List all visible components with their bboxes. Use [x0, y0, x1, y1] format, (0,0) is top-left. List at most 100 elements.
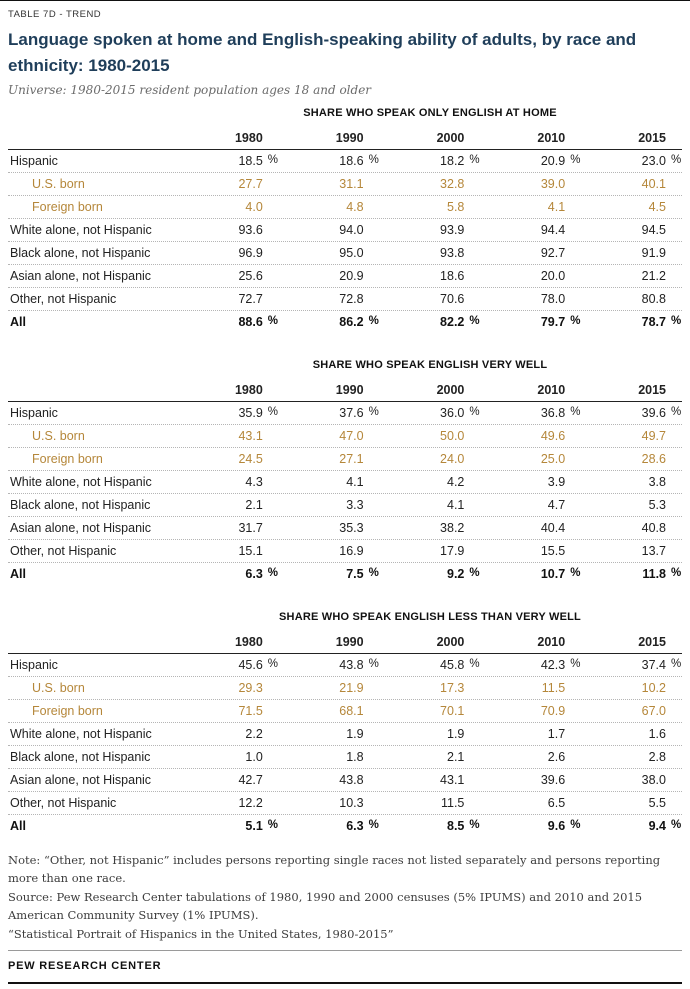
cell-number: 94.4 [540, 223, 566, 237]
value-cell: 4.3 [178, 475, 279, 489]
cell-number: 49.7 [641, 429, 666, 443]
value-cell: 93.8 [380, 246, 481, 260]
percent-sign [666, 177, 682, 191]
value-cell: 2.6 [480, 750, 581, 764]
value-cell: 4.1 [279, 475, 380, 489]
value-cell: 10.7% [480, 567, 581, 581]
cell-number: 39.6 [641, 406, 666, 420]
row-label: Foreign born [32, 704, 103, 718]
percent-sign: % [570, 154, 581, 166]
cell-number: 10.2 [641, 681, 666, 695]
value-cell: 5.5 [581, 796, 682, 810]
cell-number: 3.8 [648, 475, 666, 489]
pew-research-center-label: PEW RESEARCH CENTER [8, 960, 162, 972]
cell-number: 37.4 [641, 658, 666, 672]
value-cell: 45.6% [178, 658, 279, 672]
value-cell: 8.5% [380, 819, 481, 833]
cell-number: 8.5 [447, 819, 465, 833]
notes-block: Note: “Other, not Hispanic” includes per… [8, 851, 682, 943]
value-cell: 15.5 [480, 544, 581, 558]
percent-sign [464, 131, 480, 145]
table-row: Black alone, not Hispanic 2.1 3.3 4.1 4.7 5.3 [8, 494, 682, 517]
value-cell: 94.5 [581, 223, 682, 237]
cell-number: 11.5 [541, 681, 566, 695]
value-cell: 9.6% [480, 819, 581, 833]
percent-sign: % [368, 315, 379, 327]
cell-number: 93.6 [238, 223, 263, 237]
percent-sign [565, 292, 581, 306]
cell-number: 1.9 [346, 727, 364, 741]
value-cell: 21.9 [279, 681, 380, 695]
percent-sign [565, 498, 581, 512]
cell-number: 13.7 [641, 544, 666, 558]
cell-number: 70.6 [440, 292, 465, 306]
cell-number: 88.6 [238, 315, 263, 329]
percent-sign [565, 200, 581, 214]
cell-number: 82.2 [440, 315, 465, 329]
year-column-header: 1990 [279, 635, 380, 649]
value-cell: 31.1 [279, 177, 380, 191]
cell-number: 2.6 [547, 750, 566, 764]
cell-number: 35.9 [238, 406, 263, 420]
percent-sign: % [671, 406, 682, 418]
cell-number: 1.6 [648, 727, 666, 741]
cell-number: 5.8 [447, 200, 465, 214]
row-label: Black alone, not Hispanic [10, 750, 151, 764]
percent-sign [666, 383, 682, 397]
cell-number: 72.7 [238, 292, 263, 306]
value-cell: 43.8% [279, 658, 380, 672]
value-cell: 2.2 [178, 727, 279, 741]
cell-number: 2015 [638, 383, 666, 397]
value-cell: 4.7 [480, 498, 581, 512]
percent-sign [464, 452, 480, 466]
percent-sign: % [671, 819, 682, 831]
percent-sign [364, 177, 380, 191]
footer-divider [8, 950, 682, 951]
cell-number: 5.3 [648, 498, 666, 512]
cell-number: 35.3 [339, 521, 364, 535]
cell-number: 2.8 [648, 750, 666, 764]
percent-sign [464, 635, 480, 649]
percent-sign [364, 727, 380, 741]
cell-number: 3.3 [346, 498, 364, 512]
value-cell: 36.8% [480, 406, 581, 420]
percent-sign [464, 796, 480, 810]
table-row: U.S. born 43.1 47.0 50.0 49.6 49.7 [8, 425, 682, 448]
percent-sign: % [368, 154, 379, 166]
cell-number: 1.8 [346, 750, 364, 764]
cell-number: 79.7 [540, 315, 566, 329]
bottom-border [8, 982, 682, 984]
table-row: Other, not Hispanic 12.2 10.3 11.5 6.5 5.5 [8, 792, 682, 815]
cell-number: 5.1 [245, 819, 263, 833]
cell-number: 2.2 [245, 727, 263, 741]
percent-sign [263, 704, 279, 718]
cell-number: 1990 [335, 635, 364, 649]
cell-number: 45.6 [238, 658, 263, 672]
row-label: Hispanic [10, 658, 58, 672]
percent-sign [464, 292, 480, 306]
percent-sign: % [469, 154, 480, 166]
cell-number: 2.1 [447, 750, 465, 764]
cell-number: 4.1 [346, 475, 364, 489]
value-cell: 35.9% [178, 406, 279, 420]
cell-number: 78.0 [540, 292, 566, 306]
cell-number: 43.8 [339, 773, 364, 787]
value-cell: 5.8 [380, 200, 481, 214]
year-column-header: 1990 [279, 383, 380, 397]
percent-sign: % [368, 658, 379, 670]
value-cell: 1.6 [581, 727, 682, 741]
percent-sign [464, 521, 480, 535]
percent-sign [364, 246, 380, 260]
cell-number: 9.6 [547, 819, 566, 833]
table-row: Hispanic 45.6% 43.8% 45.8% 42.3% 37.4% [8, 654, 682, 677]
cell-number: 18.5 [238, 154, 263, 168]
table-row: Foreign born 71.5 68.1 70.1 70.9 67.0 [8, 700, 682, 723]
row-label: All [10, 315, 26, 329]
percent-sign [263, 635, 279, 649]
year-column-header: 2000 [380, 383, 481, 397]
cell-number: 25.6 [238, 269, 263, 283]
percent-sign [666, 131, 682, 145]
stat-table: SHARE WHO SPEAK ENGLISH VERY WELL 1980 199… [8, 359, 682, 585]
row-label: Hispanic [10, 154, 58, 168]
value-cell: 11.8% [581, 567, 682, 581]
